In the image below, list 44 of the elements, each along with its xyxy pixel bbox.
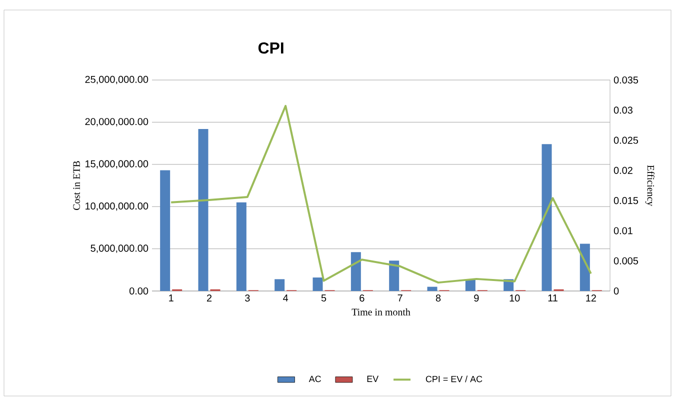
- y-tick-label: 5,000,000.00: [90, 244, 148, 253]
- x-tick-label: 6: [360, 294, 364, 302]
- y-tick-label: 15,000,000.00: [86, 160, 148, 169]
- x-tick-label: 4: [283, 294, 288, 302]
- bar: [274, 279, 285, 291]
- y2-tick-label: 0.025: [614, 136, 638, 144]
- y-tick-label: 25,000,000.00: [85, 76, 148, 84]
- bar: [427, 286, 438, 291]
- x-axis-title: Time in month: [352, 308, 410, 316]
- y2-tick-label: 0.01: [614, 227, 632, 234]
- x-tick-label: 12: [586, 294, 596, 302]
- y-tick-label: 0.00: [129, 287, 148, 295]
- y2-tick-label: 0.005: [614, 257, 638, 264]
- bar: [542, 144, 552, 291]
- legend-label: AC: [308, 376, 321, 382]
- legend-label: CPI = EV / AC: [426, 376, 482, 382]
- y2-tick-label: 0.015: [614, 197, 638, 204]
- x-tick-label: 5: [321, 294, 326, 302]
- bar: [350, 252, 361, 291]
- legend-label: EV: [367, 376, 379, 382]
- bar: [312, 277, 323, 291]
- y2-tick-label: 0.03: [614, 106, 632, 114]
- bar: [198, 128, 208, 291]
- bar: [160, 170, 170, 291]
- y2-tick-label: 0: [614, 287, 619, 295]
- y2-tick-label: 0.035: [614, 76, 638, 84]
- x-tick-label: 1: [169, 294, 174, 302]
- x-tick-label: 3: [245, 294, 250, 302]
- x-tick-label: 2: [206, 294, 212, 302]
- bar: [236, 202, 246, 291]
- y2-tick-label: 0.02: [614, 166, 632, 174]
- bar: [580, 244, 590, 291]
- x-tick-label: 10: [510, 294, 520, 302]
- x-tick-label: 11: [548, 294, 558, 302]
- line-series: [170, 104, 592, 284]
- x-tick-label: 9: [474, 294, 479, 302]
- y-axis-title: Cost in ETB: [73, 161, 80, 210]
- chart-title: CPI: [258, 42, 284, 54]
- y-tick-label: 10,000,000.00: [86, 202, 148, 211]
- y-tick-label: 20,000,000.00: [85, 118, 148, 126]
- y2-axis-title: Efficiency: [645, 165, 654, 206]
- bar: [389, 260, 400, 291]
- x-tick-label: 8: [436, 294, 441, 302]
- x-tick-label: 7: [398, 294, 402, 302]
